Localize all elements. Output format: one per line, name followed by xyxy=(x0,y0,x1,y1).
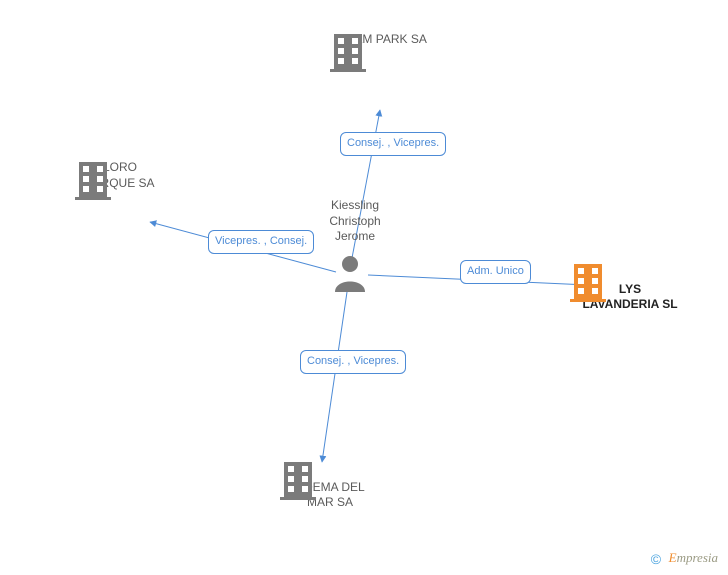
node-lys: LYS LAVANDERIA SL xyxy=(570,262,690,313)
center-node: Kiessling Christoph Jerome xyxy=(315,198,395,245)
edge-to-poema xyxy=(322,292,347,462)
edge-label-poema: Consej. , Vicepres. xyxy=(300,350,406,374)
node-loro: LORO PARQUE SA xyxy=(75,160,165,213)
brand-rest: mpresia xyxy=(677,550,718,565)
edge-label-loro: Vicepres. , Consej. xyxy=(208,230,314,254)
copyright-icon: © xyxy=(651,551,661,567)
footer-brand: © Empresia xyxy=(651,550,718,567)
node-siam: SIAM PARK SA xyxy=(330,32,440,69)
diagram-canvas: Kiessling Christoph Jerome SIAM PARK SA xyxy=(0,0,728,575)
center-label: Kiessling Christoph Jerome xyxy=(315,198,395,245)
edge-label-siam: Consej. , Vicepres. xyxy=(340,132,446,156)
node-poema: POEMA DEL MAR SA xyxy=(280,460,380,511)
brand-first-letter: E xyxy=(669,550,677,565)
edge-label-lys: Adm. Unico xyxy=(460,260,531,284)
